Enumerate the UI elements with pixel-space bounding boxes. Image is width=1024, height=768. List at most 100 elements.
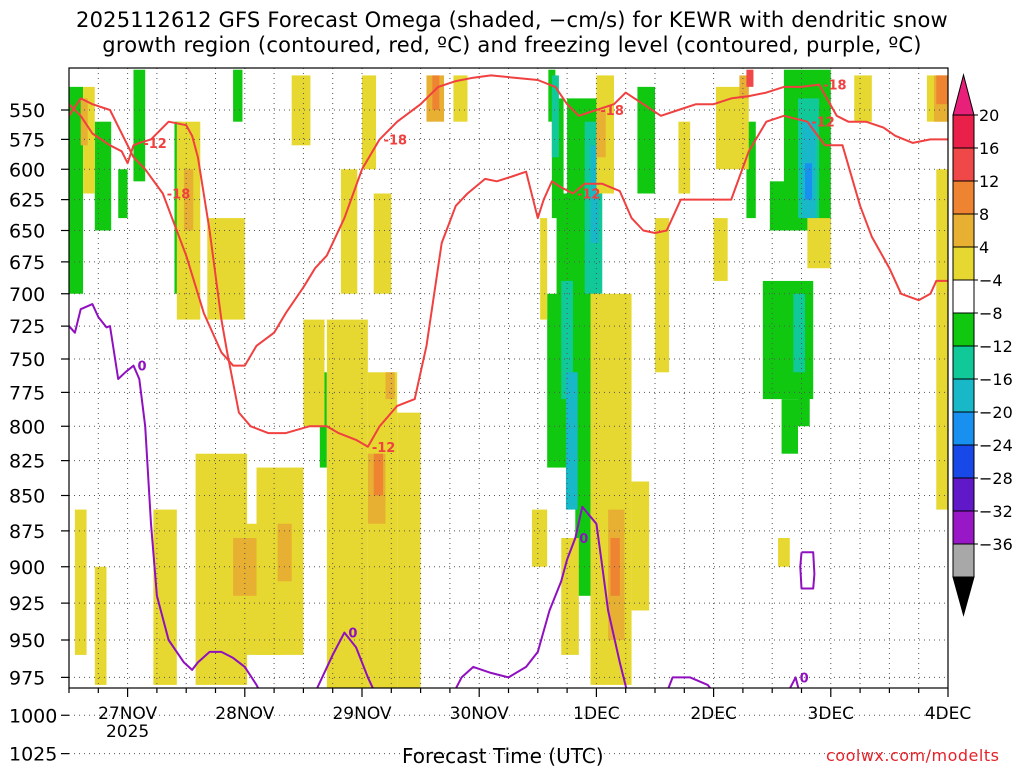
x-tick-label: 4DEC [925, 704, 972, 724]
omega-region-y4 [561, 538, 579, 655]
colorbar-label: −12 [979, 337, 1013, 356]
colorbar-label: 20 [979, 106, 999, 125]
chart-title-line-1: 2025112612 GFS Forecast Omega (shaded, −… [76, 8, 948, 32]
colorbar-swatch [952, 213, 975, 248]
omega-region-g4 [637, 86, 655, 194]
colorbar-swatch [952, 180, 975, 215]
colorbar-label: −8 [979, 304, 1003, 323]
pressure-axis: 550 575 600 625 650 675 700 725 750 775 800 825 850 8… [9, 100, 69, 766]
omega-region-g8 [793, 293, 806, 373]
omega-region-y12 [432, 75, 440, 110]
y-tick-label: 925 [9, 593, 45, 615]
omega-region-y4 [207, 218, 245, 320]
omega-region-g4 [133, 69, 146, 182]
y-tick-label: 550 [9, 100, 45, 122]
dendritic-contour-label: -18 [167, 188, 191, 203]
colorbar-swatch [952, 411, 975, 446]
omega-region-y4 [291, 75, 311, 146]
x-tick-label: 30NOV [450, 704, 509, 724]
omega-region-y4 [678, 121, 691, 194]
omega-region-y8 [385, 372, 395, 400]
omega-region-y8 [183, 169, 194, 231]
omega-region-g4 [797, 319, 810, 427]
omega-region-y8 [739, 75, 749, 99]
x-tick-sublabel: 2025 [106, 722, 149, 742]
omega-region-y4 [713, 218, 728, 281]
colorbar-label: 4 [979, 238, 989, 257]
y-tick-label: 825 [9, 451, 45, 473]
dendritic-contour-label: -18 [600, 104, 624, 119]
y-tick-label: 600 [9, 159, 45, 181]
omega-region-y4 [655, 218, 670, 373]
y-tick-label: 1025 [9, 744, 57, 766]
dendritic-contour-label: -12 [577, 188, 601, 203]
freezing-contour-line [799, 551, 816, 590]
credit-link[interactable]: coolwx.com/modelts [826, 746, 1000, 765]
x-tick-label: 1DEC [573, 704, 620, 724]
omega-region-y4 [540, 218, 548, 320]
omega-region-y4 [531, 509, 548, 567]
omega-region-g12 [565, 372, 578, 510]
colorbar-label: 8 [979, 205, 989, 224]
y-tick-label: 675 [9, 252, 45, 274]
colorbar-label: 12 [979, 172, 999, 191]
omega-region-y4 [94, 566, 107, 685]
omega-region-y12 [373, 453, 384, 496]
omega-region-y4 [153, 509, 177, 685]
omega-region-y12 [610, 538, 620, 596]
omega-shading [69, 69, 948, 688]
x-tick-label: 29NOV [332, 704, 391, 724]
dendritic-contour-label: -18 [384, 133, 408, 148]
freezing-contour-line [69, 303, 800, 688]
y-tick-label: 575 [9, 129, 45, 151]
colorbar-swatch [952, 378, 975, 413]
colorbar-swatch [952, 510, 975, 545]
colorbar: 20 16 12 8 4 −4 −8 −12 −16 −20 −24 −28 −32 −36 [952, 73, 1013, 617]
x-tick-label: 3DEC [808, 704, 855, 724]
x-tick-label: 27NOV [98, 704, 157, 724]
x-tick-label: 2DEC [690, 704, 737, 724]
colorbar-swatch [952, 345, 975, 380]
y-tick-label: 775 [9, 382, 45, 404]
omega-region-y4 [367, 372, 398, 688]
y-tick-label: 875 [9, 521, 45, 543]
omega-region-g4 [69, 86, 84, 294]
omega-region-y4 [74, 509, 87, 655]
x-tick-label: 28NOV [215, 704, 274, 724]
colorbar-label: −16 [979, 370, 1013, 389]
dendritic-contour-label: -12 [143, 137, 167, 152]
colorbar-top-arrow [952, 73, 975, 116]
omega-region-y8 [277, 523, 292, 582]
omega-region-y4 [373, 193, 392, 294]
colorbar-swatch [952, 279, 975, 314]
colorbar-swatch [952, 477, 975, 512]
omega-region-g4 [118, 169, 128, 219]
omega-region-y4 [453, 75, 468, 122]
dendritic-growth-contours: -12 -12 -12 -12 -18 -18 -18 -18 [69, 74, 948, 456]
omega-region-y8 [596, 110, 606, 158]
colorbar-swatch [952, 114, 975, 149]
omega-region-g8 [561, 280, 573, 400]
colorbar-swatch [952, 246, 975, 281]
colorbar-swatch [952, 543, 975, 578]
freezing-contour-label: 0 [579, 532, 588, 547]
omega-region-g4 [575, 345, 591, 596]
chart-title: 2025112612 GFS Forecast Omega (shaded, −… [0, 8, 1024, 58]
colorbar-label: −32 [979, 502, 1013, 521]
y-tick-label: 725 [9, 316, 45, 338]
colorbar-label: 16 [979, 139, 999, 158]
y-tick-label: 900 [9, 557, 45, 579]
x-axis-title: Forecast Time (UTC) [402, 744, 604, 768]
colorbar-label: −24 [979, 436, 1013, 455]
omega-region-g4 [746, 121, 756, 219]
omega-region-g4 [769, 181, 787, 231]
omega-region-g4 [551, 98, 564, 219]
omega-region-g16 [805, 163, 813, 200]
freezing-contour-label: 0 [137, 360, 146, 375]
omega-region-y4 [362, 75, 377, 170]
colorbar-label: −28 [979, 469, 1013, 488]
dendritic-contour-line [69, 74, 948, 367]
colorbar-swatch [952, 444, 975, 479]
omega-region-y4 [303, 319, 325, 427]
